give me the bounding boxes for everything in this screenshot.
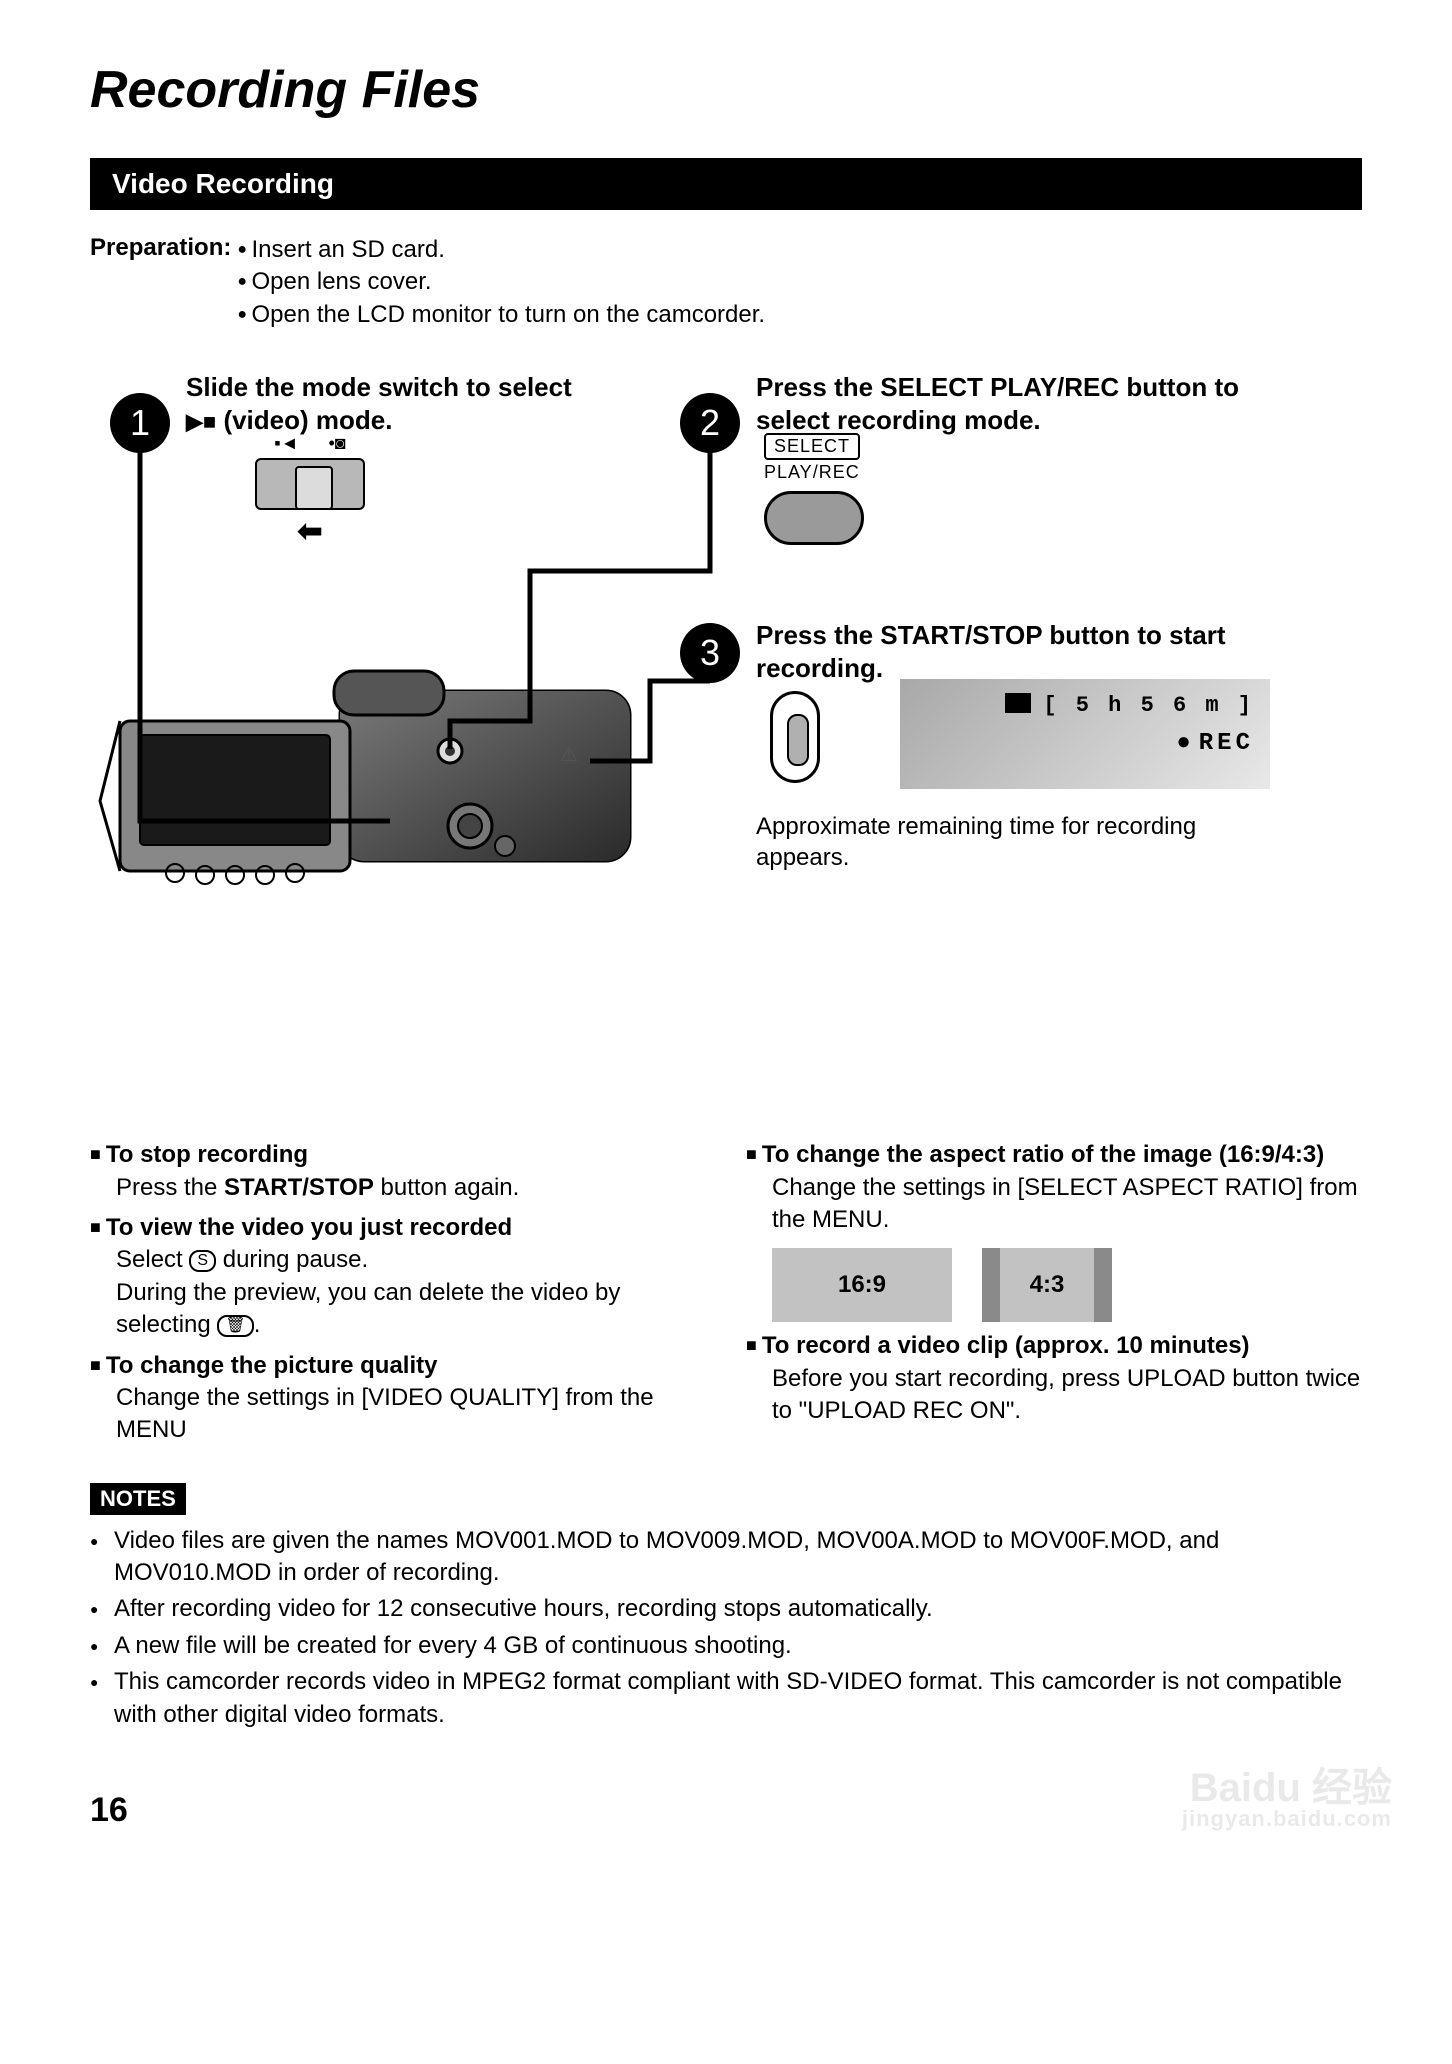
tip-body: Press the START/STOP button again. — [116, 1172, 706, 1204]
diagram-area: 1 Slide the mode switch to select ▶■ (vi… — [90, 371, 1362, 1091]
rec-time: [ 5 h 5 6 m ] — [1043, 693, 1254, 718]
aspect-ratio-row: 16:9 4:3 — [772, 1248, 1362, 1322]
step-1-line1: Slide the mode switch to select — [186, 372, 572, 402]
tip-heading: To view the video you just recorded — [90, 1212, 706, 1244]
notes-item: After recording video for 12 consecutive… — [90, 1593, 1362, 1625]
tip-body: Before you start recording, press UPLOAD… — [772, 1363, 1362, 1428]
tip-heading: To record a video clip (approx. 10 minut… — [746, 1330, 1362, 1362]
notes-section: NOTES Video files are given the names MO… — [90, 1483, 1362, 1731]
step-3-badge: 3 — [680, 623, 740, 683]
preparation-list: Insert an SD card. Open lens cover. Open… — [237, 234, 765, 331]
trash-icon: 🗑 — [217, 1315, 253, 1337]
tips-left-column: To stop recording Press the START/STOP b… — [90, 1131, 706, 1447]
svg-text:⚠: ⚠ — [560, 744, 578, 766]
tip-body: Change the settings in [SELECT ASPECT RA… — [772, 1172, 1362, 1237]
tip-body: Change the settings in [VIDEO QUALITY] f… — [116, 1382, 706, 1447]
step-3-text: Press the START/STOP button to start rec… — [756, 619, 1276, 684]
tip-heading: To stop recording — [90, 1139, 706, 1171]
preparation-block: Preparation: Insert an SD card. Open len… — [90, 234, 1362, 331]
playrec-label: PLAY/REC — [764, 462, 864, 483]
select-playrec-graphic: SELECT PLAY/REC — [764, 433, 864, 545]
preparation-label: Preparation: — [90, 234, 231, 331]
arrow-left-icon: ⬅ — [230, 514, 390, 549]
section-heading: Video Recording — [90, 158, 1362, 210]
oval-button-icon — [764, 491, 864, 545]
quick-review-icon: S — [189, 1250, 216, 1272]
tip-body: Select S during pause. During the previe… — [116, 1244, 706, 1341]
mode-switch-body — [255, 458, 365, 510]
mode-switch-graphic: ▪◄ •◙ ⬅ — [230, 433, 390, 549]
sd-card-icon — [1005, 693, 1031, 713]
tip-heading: To change the picture quality — [90, 1350, 706, 1382]
rec-display: [ 5 h 5 6 m ] REC — [900, 679, 1270, 789]
preparation-item: Open the LCD monitor to turn on the camc… — [237, 299, 765, 331]
tip-text: Select — [116, 1246, 189, 1273]
preparation-item: Open lens cover. — [237, 266, 765, 298]
preparation-item: Insert an SD card. — [237, 234, 765, 266]
camcorder-illustration: ⚠ — [90, 631, 660, 891]
notes-item: This camcorder records video in MPEG2 fo… — [90, 1666, 1362, 1731]
tip-text: During the preview, you can delete the v… — [116, 1279, 620, 1338]
step-1-text: Slide the mode switch to select ▶■ (vide… — [186, 371, 626, 436]
photo-icon: •◙ — [329, 433, 346, 454]
notes-list: Video files are given the names MOV001.M… — [90, 1525, 1362, 1731]
tip-text: . — [254, 1311, 261, 1338]
rec-status: REC — [916, 730, 1254, 757]
tip-text: button again. — [374, 1174, 519, 1201]
notes-item: A new file will be created for every 4 G… — [90, 1630, 1362, 1662]
notes-badge: NOTES — [90, 1483, 186, 1515]
video-icon: ▪◄ — [274, 433, 298, 454]
start-stop-button-graphic — [770, 691, 820, 783]
step-1-line2: (video) mode. — [216, 405, 392, 435]
step-1-badge: 1 — [110, 393, 170, 453]
tip-strong: START/STOP — [224, 1174, 374, 1201]
video-mode-icon: ▶■ — [186, 409, 216, 434]
step-2-badge: 2 — [680, 393, 740, 453]
page-title: Recording Files — [90, 60, 1362, 120]
aspect-4-3: 4:3 — [982, 1248, 1112, 1322]
aspect-16-9: 16:9 — [772, 1248, 952, 1322]
step-2-text: Press the SELECT PLAY/REC button to sele… — [756, 371, 1276, 436]
notes-item: Video files are given the names MOV001.M… — [90, 1525, 1362, 1590]
tip-text: during pause. — [216, 1246, 368, 1273]
select-label: SELECT — [764, 433, 860, 460]
tips-columns: To stop recording Press the START/STOP b… — [90, 1131, 1362, 1447]
page-number: 16 — [90, 1791, 1362, 1830]
tip-heading: To change the aspect ratio of the image … — [746, 1139, 1362, 1171]
tips-right-column: To change the aspect ratio of the image … — [746, 1131, 1362, 1447]
rec-caption: Approximate remaining time for recording… — [756, 811, 1236, 873]
tip-text: Press the — [116, 1174, 224, 1201]
